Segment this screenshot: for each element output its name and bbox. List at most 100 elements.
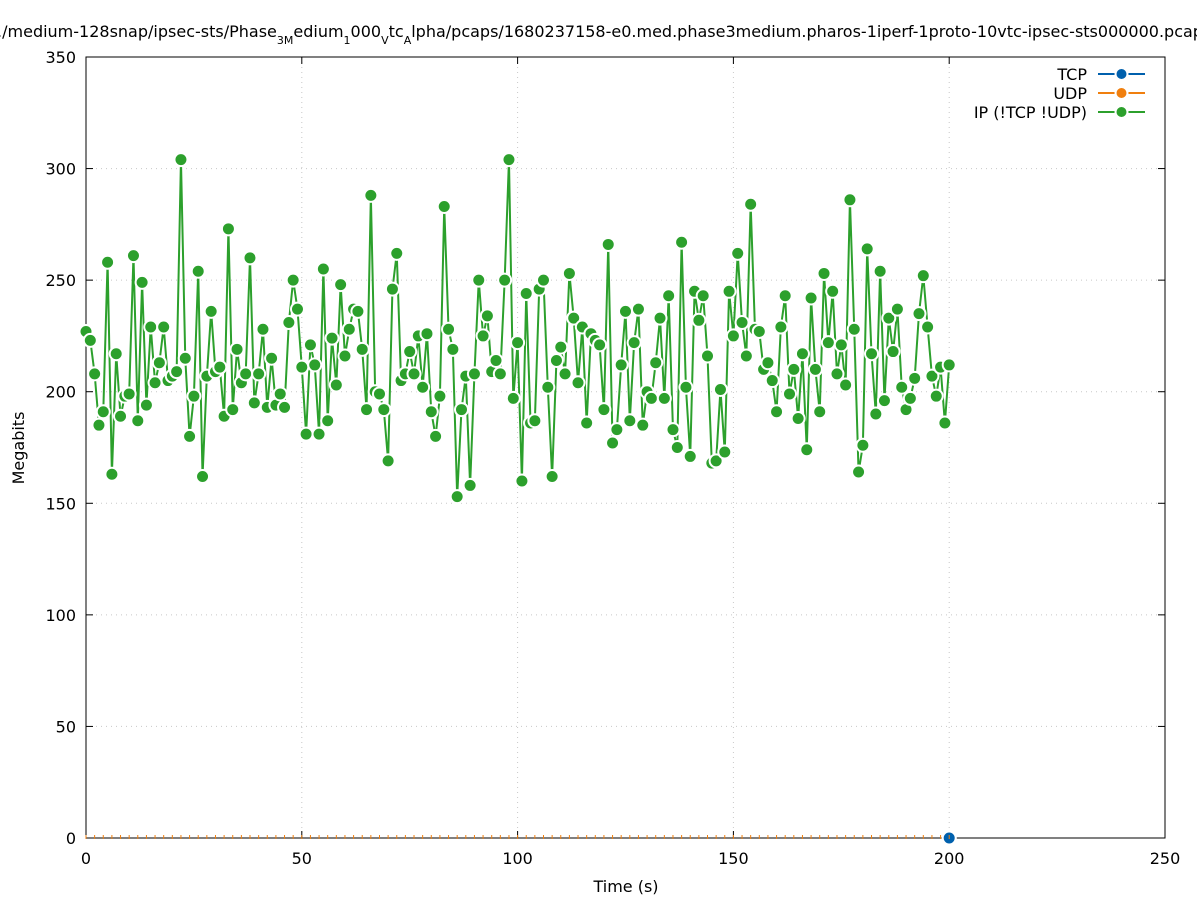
data-point [889, 301, 905, 317]
data-point [751, 323, 767, 339]
title-part: lpha/pcaps/1680237158-e0.med.phase3mediu… [411, 22, 1197, 41]
data-point [803, 290, 819, 306]
data-point [320, 413, 336, 429]
data-point [669, 440, 685, 455]
data-point [143, 319, 159, 335]
data-point [121, 386, 137, 402]
chart-title: ./medium-128snap/ipsec-sts/Phase3Medium1… [0, 22, 1197, 47]
data-point [138, 397, 154, 413]
data-point [255, 321, 271, 337]
x-axis-label: Time (s) [592, 877, 658, 896]
data-point [643, 390, 659, 406]
data-point [100, 254, 116, 270]
data-point [501, 152, 517, 168]
data-point [298, 426, 314, 442]
data-point [570, 375, 586, 391]
data-point [700, 348, 716, 364]
data-point [656, 390, 672, 406]
x-tick-label: 50 [292, 849, 312, 868]
data-point [561, 265, 577, 281]
data-point [630, 301, 646, 317]
data-point [769, 404, 785, 420]
data-point [881, 310, 897, 326]
data-point [488, 352, 504, 368]
data-point [682, 448, 698, 464]
data-point [557, 366, 573, 382]
data-point [428, 428, 444, 444]
data-point [708, 453, 724, 469]
data-point [337, 348, 353, 364]
data-point [510, 335, 526, 351]
data-point [734, 315, 750, 331]
legend-marker [1114, 105, 1129, 119]
data-point [721, 283, 737, 299]
data-point [220, 221, 236, 237]
data-point [125, 248, 141, 264]
data-point [592, 337, 608, 353]
data-point [134, 274, 150, 290]
data-point [466, 366, 482, 382]
data-point [108, 346, 124, 362]
data-point [790, 410, 806, 426]
data-point [596, 402, 612, 418]
title-part: A [404, 34, 412, 47]
data-point [302, 337, 318, 353]
plot-area-frame [85, 56, 1166, 839]
data-point [911, 306, 927, 322]
data-point [272, 386, 288, 402]
axis-ticks: 0 50 100 150 200 250 0 50 100 150 200 250 300 350 [45, 48, 1180, 868]
data-point [648, 355, 664, 371]
y-tick-label: 0 [66, 829, 76, 848]
data-point [225, 402, 241, 418]
data-point [91, 417, 107, 433]
y-tick-label: 250 [45, 271, 76, 290]
data-point [782, 386, 798, 402]
data-point [350, 303, 366, 319]
x-tick-label: 0 [81, 849, 91, 868]
grid-lines [86, 57, 1165, 838]
data-point [864, 346, 880, 362]
data-point [371, 386, 387, 402]
data-point [186, 388, 202, 404]
data-point [885, 344, 901, 360]
data-point [294, 359, 310, 375]
data-point [579, 415, 595, 431]
title-part: 000 [351, 22, 382, 41]
data-point [182, 428, 198, 444]
data-point [773, 319, 789, 335]
data-point [471, 272, 487, 288]
series-line [85, 158, 951, 498]
data-point [777, 288, 793, 304]
y-tick-label: 50 [56, 717, 76, 736]
data-point [829, 366, 845, 382]
y-tick-label: 150 [45, 494, 76, 513]
data-point [674, 234, 690, 250]
series-layer [78, 152, 957, 846]
data-point [328, 377, 344, 393]
data-point [315, 261, 331, 277]
data-point [289, 301, 305, 317]
data-point [156, 319, 172, 335]
data-point [825, 283, 841, 299]
legend-label: IP (!TCP !UDP) [974, 103, 1087, 122]
data-point [514, 473, 530, 489]
data-point [87, 366, 103, 382]
data-point [855, 437, 871, 453]
data-point [363, 187, 379, 203]
data-point [907, 370, 923, 386]
data-point [553, 339, 569, 355]
data-point [544, 469, 560, 485]
data-point [311, 426, 327, 442]
data-point [915, 268, 931, 284]
data-point [130, 413, 146, 429]
data-point [794, 346, 810, 362]
data-point [462, 477, 478, 493]
data-point [695, 288, 711, 304]
data-point [730, 245, 746, 261]
data-point [251, 366, 267, 382]
data-point [436, 199, 452, 215]
data-point [928, 388, 944, 404]
title-part: V [381, 34, 389, 47]
data-point [281, 315, 297, 331]
